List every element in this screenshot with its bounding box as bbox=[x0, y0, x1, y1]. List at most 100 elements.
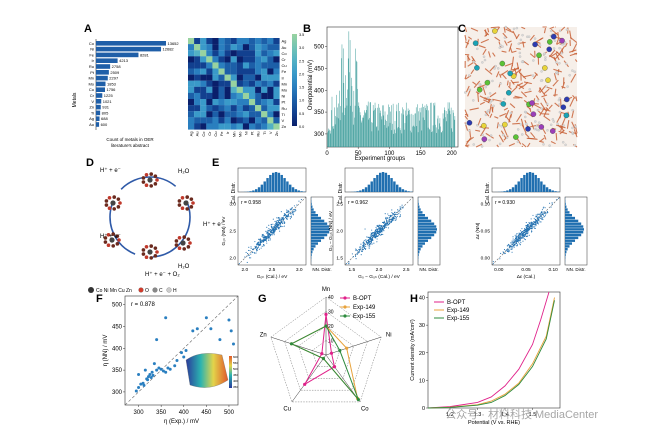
panel-e-top-hist-label: Cal. Distr. bbox=[231, 182, 237, 204]
panel-a-heatmap-cell bbox=[267, 62, 274, 69]
panel-b-xtick-label: 100 bbox=[384, 151, 395, 157]
panel-d-atom bbox=[185, 207, 190, 211]
panel-d-atom bbox=[180, 206, 185, 210]
panel-e-point bbox=[388, 222, 391, 224]
panel-d-atom bbox=[177, 203, 182, 207]
panel-e-point bbox=[259, 244, 261, 246]
panel-b-ylabel: Overpotential (mV) bbox=[308, 60, 314, 110]
panel-e-point bbox=[375, 233, 377, 235]
panel-e-point bbox=[285, 212, 288, 214]
panel-b-bar bbox=[401, 133, 403, 147]
panel-e-point bbox=[395, 216, 397, 218]
panel-a-heatmap-cell bbox=[200, 50, 207, 57]
panel-e-point bbox=[283, 218, 285, 220]
panel-a-heatmap-row-label: Fe bbox=[282, 69, 287, 74]
panel-e-point bbox=[257, 246, 260, 248]
panel-b-bar bbox=[429, 128, 430, 147]
panel-a-heatmap-row-label: V bbox=[282, 118, 285, 123]
panel-a-heatmap-cell bbox=[224, 111, 231, 118]
panel-e-point bbox=[516, 245, 518, 247]
panel-c-bond bbox=[464, 41, 470, 45]
panel-e-point bbox=[254, 246, 256, 248]
panel-e-point bbox=[360, 243, 362, 245]
panel-e-point bbox=[381, 231, 383, 233]
panel-e-point bbox=[372, 234, 374, 236]
panel-a-heatmap-col-label: Cu bbox=[213, 132, 218, 137]
panel-a-heatmap-cell bbox=[267, 111, 274, 118]
panel-e-point bbox=[292, 211, 294, 213]
panel-e-point bbox=[532, 223, 534, 225]
panel-c-bond bbox=[520, 91, 527, 98]
panel-b-bar bbox=[454, 116, 456, 147]
panel-e-point bbox=[374, 231, 376, 233]
panel-b-bar bbox=[411, 113, 413, 147]
panel-e-point bbox=[247, 249, 250, 251]
panel-e-point bbox=[530, 221, 532, 223]
panel-e-point bbox=[540, 216, 543, 218]
panel-f-inset-surface bbox=[185, 353, 229, 388]
panel-e-point bbox=[518, 236, 520, 238]
panel-a-heatmap-cell bbox=[261, 123, 268, 130]
panel-f-letter: F bbox=[96, 293, 103, 305]
panel-a-heatmap-cell bbox=[236, 86, 243, 93]
panel-e-point bbox=[285, 218, 287, 220]
panel-a-bar-label: Au bbox=[89, 122, 94, 127]
panel-e-point bbox=[383, 230, 385, 232]
panel-b-bar bbox=[394, 120, 396, 147]
panel-c-atom-h bbox=[551, 118, 555, 121]
panel-c-bond bbox=[518, 71, 527, 80]
panel-e-point bbox=[387, 227, 389, 229]
panel-e-point bbox=[540, 217, 542, 219]
panel-e-point bbox=[277, 228, 280, 230]
panel-d-atom bbox=[141, 248, 146, 252]
panel-b-bar bbox=[327, 132, 328, 147]
panel-c-metal-atom bbox=[513, 134, 519, 140]
panel-a-heatmap-cell bbox=[224, 123, 231, 130]
panel-a-heatmap-cell bbox=[230, 86, 237, 93]
panel-h-xtick-label: 1.5 bbox=[529, 412, 537, 418]
panel-b-bar bbox=[412, 114, 414, 147]
panel-a-heatmap-cell bbox=[194, 74, 201, 81]
panel-b-bar bbox=[378, 103, 380, 147]
panel-c-atom-h bbox=[489, 101, 492, 104]
panel-c-bond bbox=[504, 62, 513, 67]
panel-a-bar bbox=[96, 70, 109, 75]
panel-c-bond bbox=[553, 73, 557, 81]
panel-a-heatmap-cell bbox=[261, 38, 268, 45]
panel-b-bar bbox=[373, 110, 375, 147]
panel-b-bar bbox=[369, 102, 371, 147]
panel-e-point bbox=[503, 249, 506, 251]
panel-c-bond bbox=[575, 96, 578, 102]
panel-a-heatmap-col-label: Pt bbox=[250, 131, 255, 136]
panel-e-point bbox=[542, 207, 544, 209]
panel-e-point bbox=[279, 225, 281, 228]
panel-a-heatmap-cell bbox=[218, 50, 225, 57]
panel-c-atom-h bbox=[562, 42, 566, 46]
panel-e-point bbox=[540, 221, 542, 223]
panel-a-heatmap-row-label: Co bbox=[282, 51, 288, 56]
panel-c-metal-atom bbox=[547, 39, 553, 45]
panel-c-bond bbox=[532, 103, 542, 110]
panel-e-point bbox=[364, 247, 366, 249]
panel-e-point bbox=[267, 237, 269, 239]
panel-c-bond bbox=[550, 28, 559, 36]
panel-b-bar bbox=[444, 110, 446, 147]
panel-e-point bbox=[528, 228, 531, 230]
panel-b-bar bbox=[394, 129, 395, 147]
panel-a-heatmap-cell bbox=[242, 99, 250, 106]
panel-c-bond bbox=[470, 27, 479, 32]
panel-a-heatmap-cell bbox=[206, 56, 213, 63]
panel-c-atom-h bbox=[560, 51, 563, 55]
panel-a-heatmap-cell bbox=[188, 68, 195, 75]
panel-h-frame bbox=[427, 291, 561, 409]
panel-e-point bbox=[370, 236, 372, 238]
panel-e-point bbox=[523, 238, 526, 240]
panel-c-metal-atom bbox=[538, 124, 545, 130]
panel-a-heatmap-cell bbox=[200, 38, 207, 45]
panel-b-bar bbox=[330, 133, 331, 147]
panel-c-bond bbox=[479, 101, 486, 105]
panel-e-point bbox=[261, 245, 263, 247]
panel-e-ylabel: G₀ − G₀ₕ (NN) / eV bbox=[328, 210, 334, 251]
panel-e-side-hist-bar bbox=[418, 245, 423, 248]
